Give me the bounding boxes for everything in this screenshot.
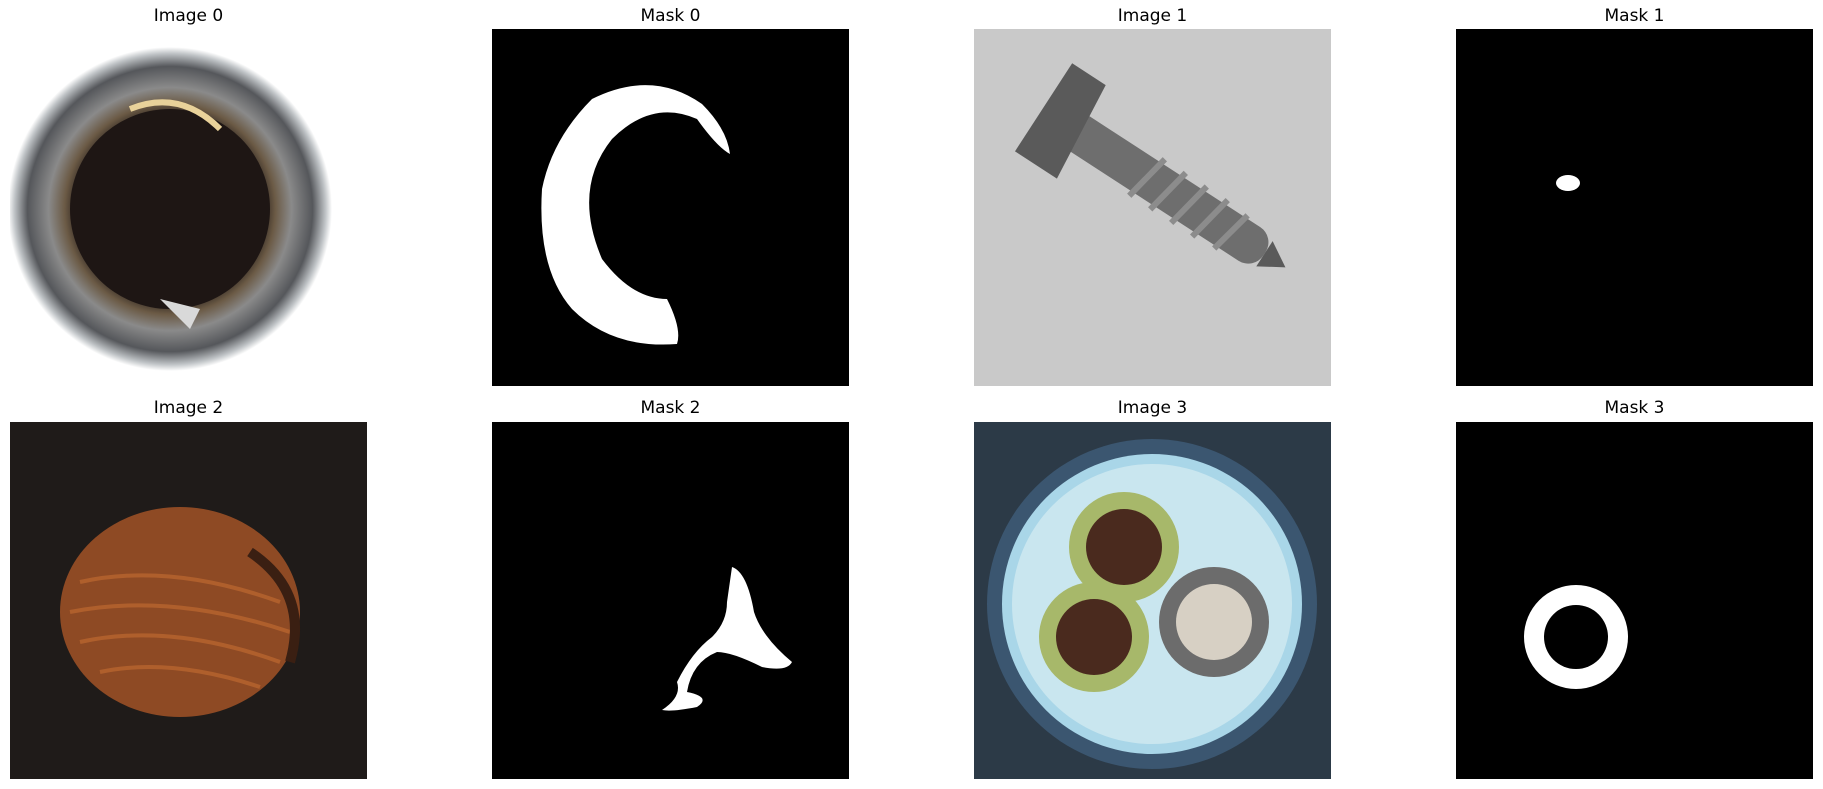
panel-image-2: Image 2	[10, 394, 367, 779]
mask-frame	[492, 422, 849, 779]
panel-title: Mask 2	[640, 398, 701, 418]
panel-image-3: Image 3	[974, 394, 1331, 779]
mask-frame	[1456, 422, 1813, 779]
panel-image-1: Image 1	[974, 0, 1331, 386]
bottle-rim-photo	[10, 29, 367, 386]
panel-title: Mask 0	[640, 6, 701, 26]
mask-frame	[492, 29, 849, 386]
panel-mask-1: Mask 1	[1456, 0, 1813, 386]
mask-frame	[1456, 29, 1813, 386]
panel-title: Image 2	[153, 398, 224, 418]
panel-title: Image 3	[1117, 398, 1188, 418]
panel-mask-0: Mask 0	[492, 0, 849, 386]
cable-cross-section-photo	[974, 422, 1331, 779]
panel-title: Image 0	[153, 6, 224, 26]
panel-title: Mask 1	[1604, 6, 1665, 26]
panel-mask-3: Mask 3	[1456, 394, 1813, 779]
panel-image-0: Image 0	[10, 0, 367, 386]
screw-photo	[974, 29, 1331, 386]
panel-title: Image 1	[1117, 6, 1188, 26]
panel-title: Mask 3	[1604, 398, 1665, 418]
panel-mask-2: Mask 2	[492, 394, 849, 779]
hazelnut-photo	[10, 422, 367, 779]
